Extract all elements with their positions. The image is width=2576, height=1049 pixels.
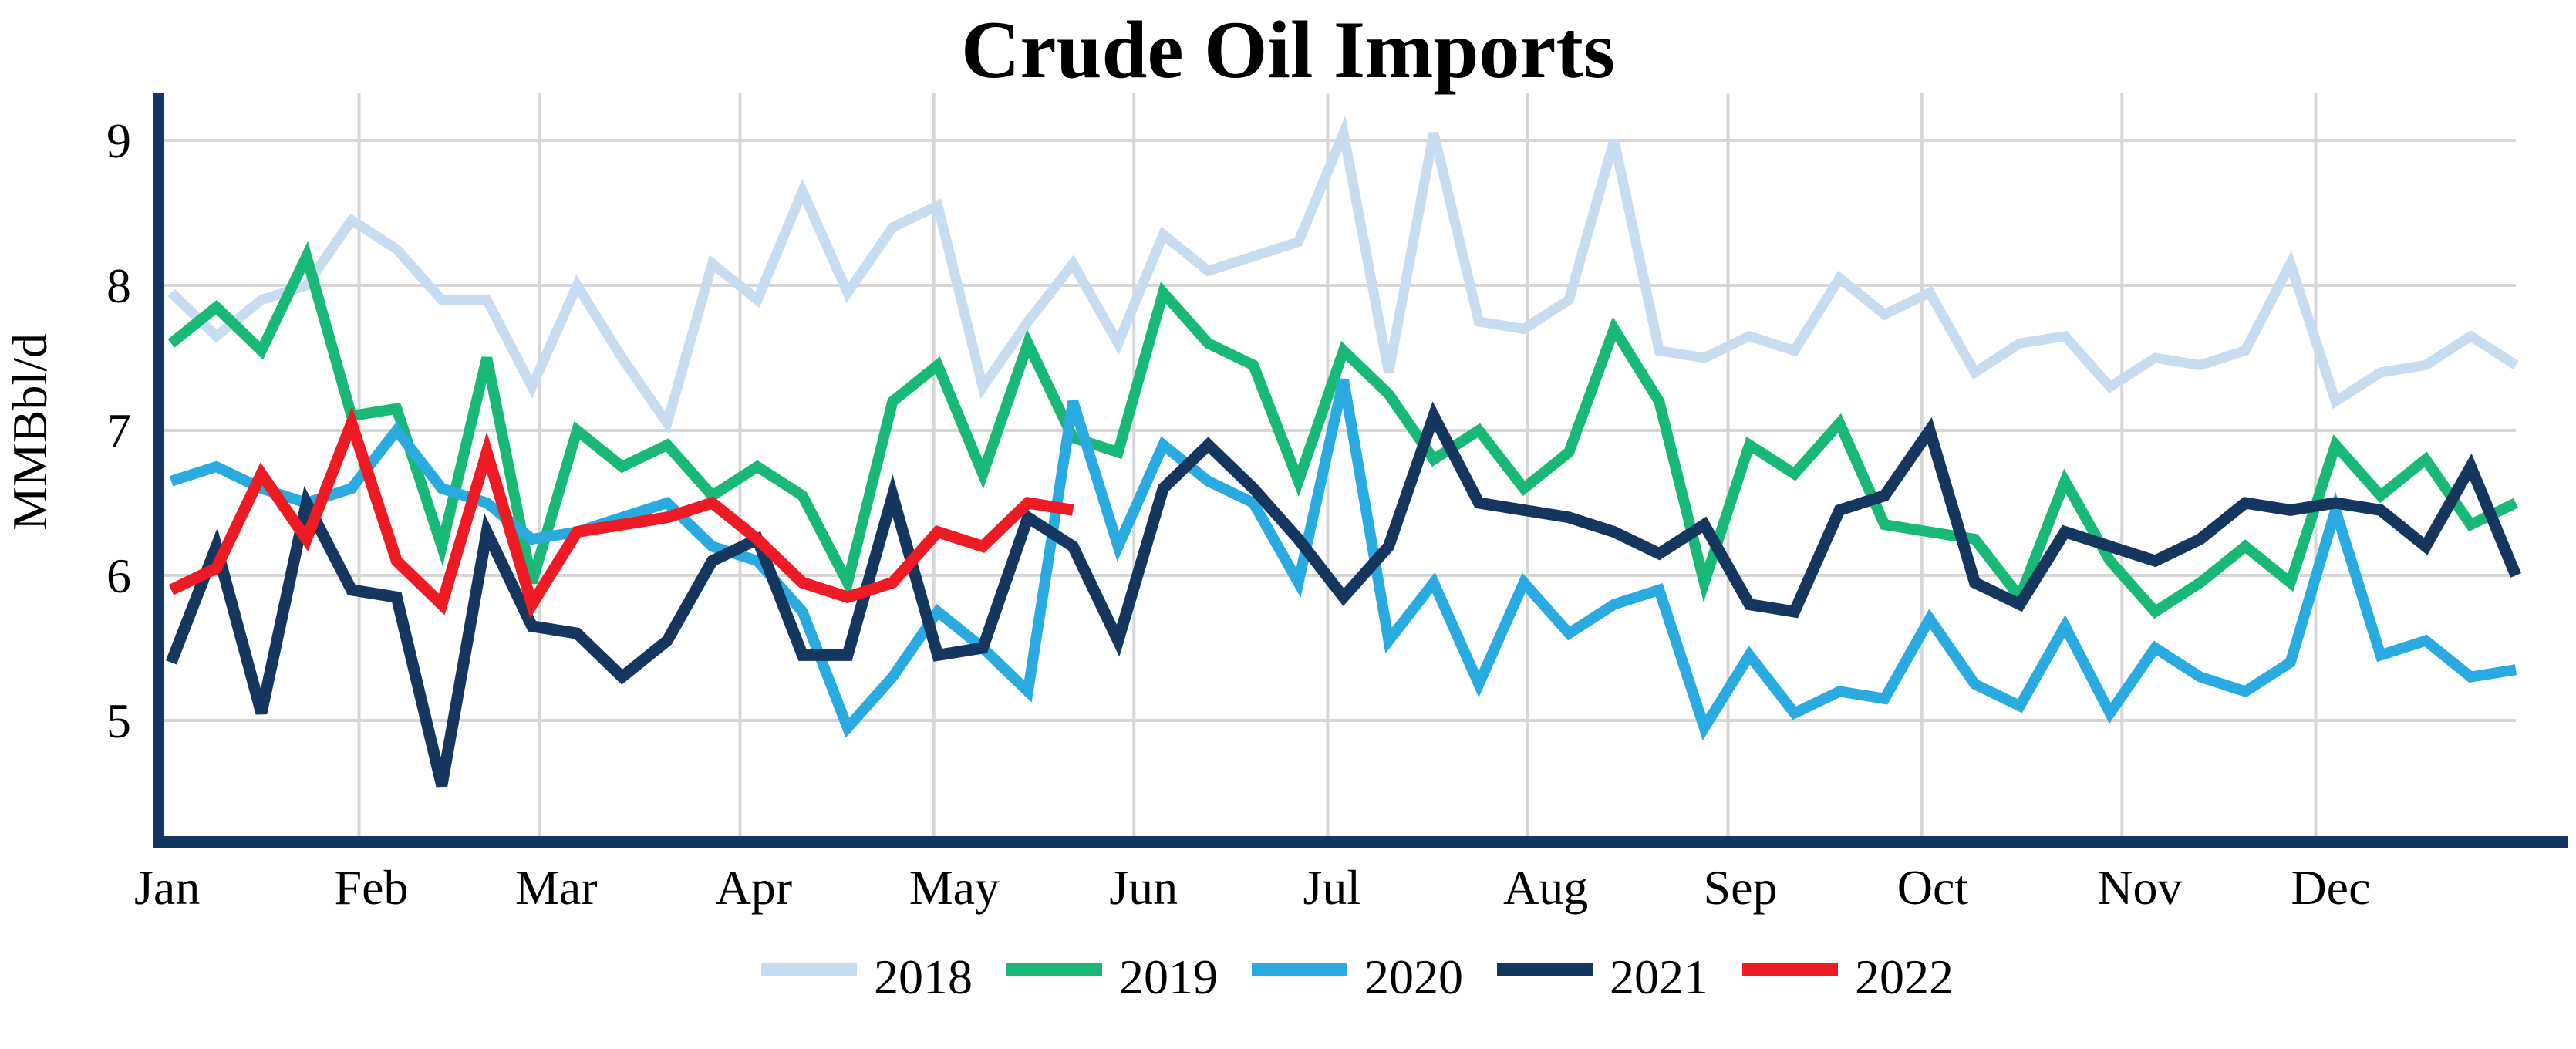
legend-swatch-2021	[1497, 963, 1593, 976]
x-month-label-Oct: Oct	[1897, 860, 1969, 915]
series-line-2019	[167, 241, 2519, 619]
y-tick-label-6: 6	[106, 548, 131, 603]
legend-label-2018: 2018	[874, 949, 973, 1004]
legend: 2018 2019 2020 2021 2022	[761, 949, 1954, 1004]
y-tick-label-5: 5	[106, 693, 131, 748]
legend-label-2022: 2022	[1855, 949, 1954, 1004]
legend-swatch-2022	[1742, 963, 1838, 976]
y-tick-labels: 9 8 7 6 5	[106, 113, 131, 748]
series-line-2020	[169, 378, 2517, 740]
y-axis-line	[153, 93, 164, 843]
legend-item-2019: 2019	[1006, 949, 1218, 1004]
series-line-2021	[166, 401, 2521, 788]
y-tick-label-8: 8	[106, 258, 131, 313]
series-lines	[166, 115, 2521, 788]
x-month-label-Jun: Jun	[1109, 860, 1178, 915]
legend-item-2022: 2022	[1742, 949, 1954, 1004]
x-month-label-Dec: Dec	[2291, 860, 2370, 915]
legend-label-2021: 2021	[1610, 949, 1708, 1004]
y-axis-label: MMBbl/d	[2, 333, 57, 531]
x-month-label-Jul: Jul	[1303, 860, 1360, 915]
legend-item-2021: 2021	[1497, 949, 1708, 1004]
axes	[153, 93, 2568, 848]
legend-swatch-2019	[1006, 963, 1102, 976]
x-month-label-Mar: Mar	[515, 860, 598, 915]
y-tick-label-9: 9	[106, 113, 131, 168]
legend-label-2020: 2020	[1364, 949, 1463, 1004]
x-month-label-Aug: Aug	[1503, 860, 1588, 915]
legend-item-2020: 2020	[1252, 949, 1463, 1004]
chart-title: Crude Oil Imports	[961, 5, 1615, 95]
x-month-label-Sep: Sep	[1704, 860, 1778, 915]
x-month-label-Nov: Nov	[2097, 860, 2182, 915]
x-month-label-Jan: Jan	[134, 860, 200, 915]
legend-swatch-2020	[1252, 963, 1347, 976]
legend-swatch-2018	[761, 963, 857, 976]
legend-label-2019: 2019	[1119, 949, 1218, 1004]
x-month-label-Feb: Feb	[335, 860, 409, 915]
series-line-2018	[167, 115, 2519, 435]
x-month-label-May: May	[909, 860, 1000, 915]
series-line-2022	[168, 406, 1074, 619]
x-month-labels: Jan Feb Mar Apr May Jun Jul Aug Sep Oct Nov Dec	[134, 860, 2370, 915]
x-axis-line	[153, 836, 2568, 848]
y-tick-label-7: 7	[106, 403, 131, 458]
legend-item-2018: 2018	[761, 949, 973, 1004]
x-month-label-Apr: Apr	[716, 860, 793, 915]
gridlines	[159, 93, 2516, 837]
